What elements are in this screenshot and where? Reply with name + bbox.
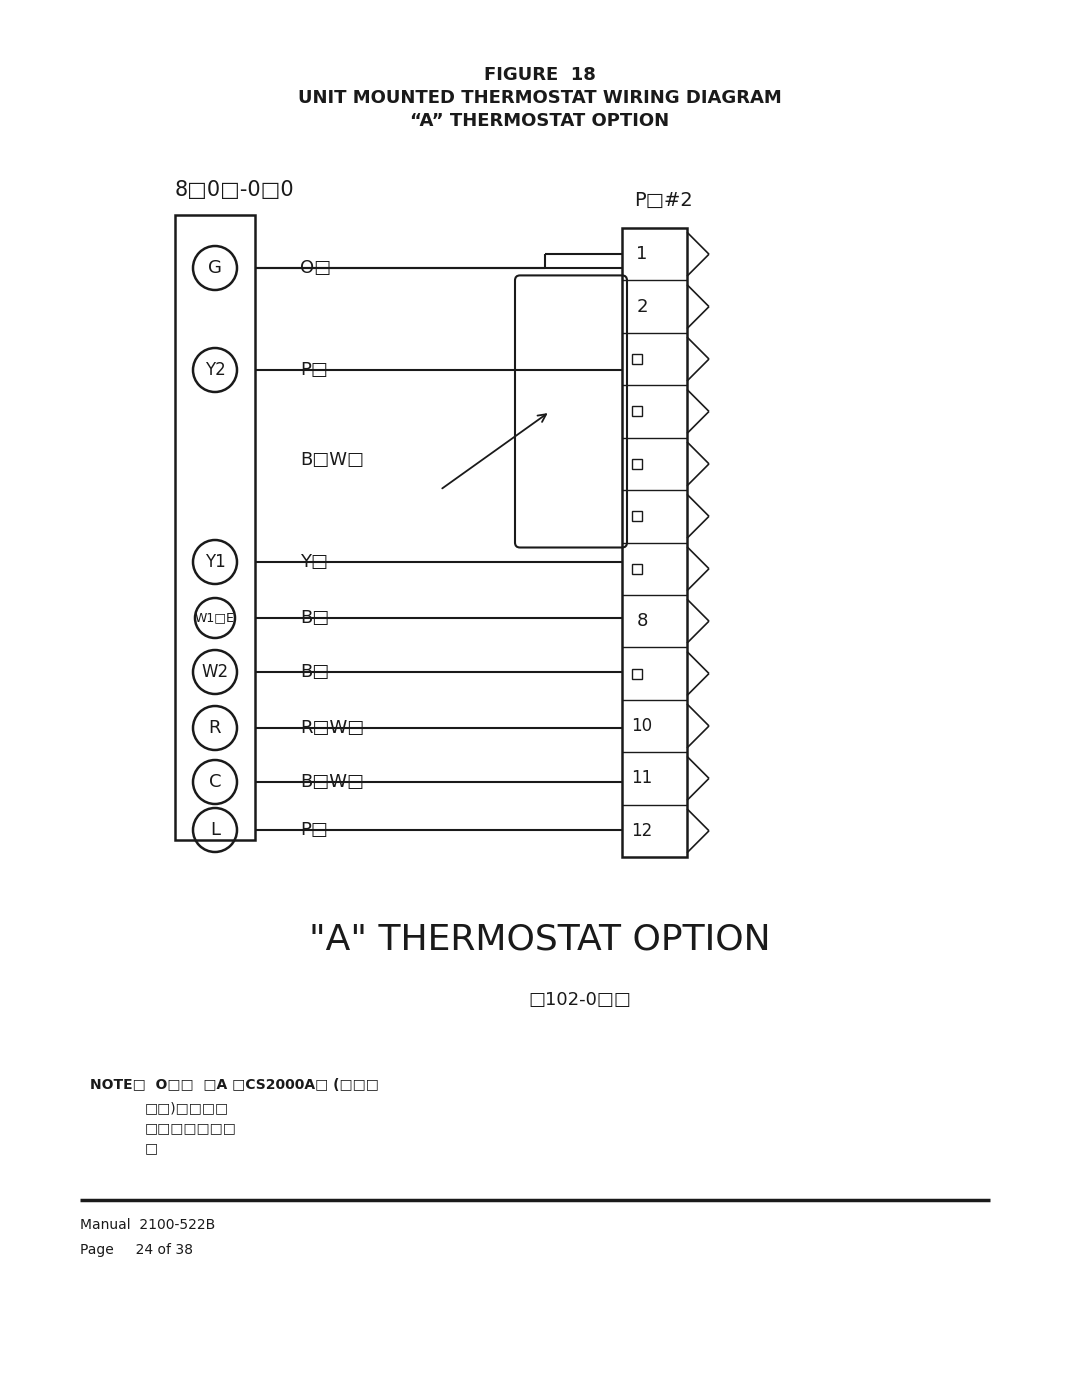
Text: FIGURE  18: FIGURE 18 <box>484 66 596 84</box>
Text: B□W□: B□W□ <box>300 773 364 791</box>
Text: □□)□□□□: □□)□□□□ <box>145 1101 229 1115</box>
Text: G: G <box>208 258 221 277</box>
Bar <box>632 407 642 416</box>
Text: “A” THERMOSTAT OPTION: “A” THERMOSTAT OPTION <box>410 112 670 130</box>
Bar <box>632 458 642 469</box>
Text: 12: 12 <box>632 821 652 840</box>
Text: C: C <box>208 773 221 791</box>
Text: Manual  2100-522B: Manual 2100-522B <box>80 1218 215 1232</box>
Text: B□: B□ <box>300 609 329 627</box>
Text: Y1: Y1 <box>204 553 226 571</box>
Text: □□□□□□□: □□□□□□□ <box>145 1120 237 1134</box>
Text: R: R <box>208 719 221 738</box>
Text: 1: 1 <box>636 246 648 263</box>
Text: R□W□: R□W□ <box>300 719 364 738</box>
Text: P□: P□ <box>300 360 328 379</box>
Text: □102-0□□: □102-0□□ <box>528 990 632 1009</box>
Text: O□: O□ <box>300 258 332 277</box>
Bar <box>632 511 642 521</box>
Text: W2: W2 <box>202 664 229 680</box>
Bar <box>175 215 255 840</box>
Bar <box>632 564 642 574</box>
Bar <box>632 353 642 365</box>
Bar <box>622 228 687 856</box>
Text: 10: 10 <box>632 717 652 735</box>
Text: Y2: Y2 <box>204 360 226 379</box>
Text: 8□0□-0□0: 8□0□-0□0 <box>175 180 295 200</box>
Text: UNIT MOUNTED THERMOSTAT WIRING DIAGRAM: UNIT MOUNTED THERMOSTAT WIRING DIAGRAM <box>298 89 782 108</box>
Text: 8: 8 <box>636 612 648 630</box>
Bar <box>632 669 642 679</box>
Text: 11: 11 <box>632 770 652 788</box>
Text: W1□E: W1□E <box>195 612 235 624</box>
Text: P□: P□ <box>300 821 328 840</box>
Text: □: □ <box>145 1141 158 1155</box>
Text: Y□: Y□ <box>300 553 328 571</box>
Text: "A" THERMOSTAT OPTION: "A" THERMOSTAT OPTION <box>309 923 771 957</box>
Text: 2: 2 <box>636 298 648 316</box>
Text: NOTE□  O□□  □A □CS2000A□ (□□□: NOTE□ O□□ □A □CS2000A□ (□□□ <box>90 1078 379 1092</box>
Text: B□W□: B□W□ <box>300 451 364 469</box>
Text: P□#2: P□#2 <box>635 190 693 210</box>
Text: Page     24 of 38: Page 24 of 38 <box>80 1243 193 1257</box>
Text: B□: B□ <box>300 664 329 680</box>
Text: L: L <box>210 821 220 840</box>
